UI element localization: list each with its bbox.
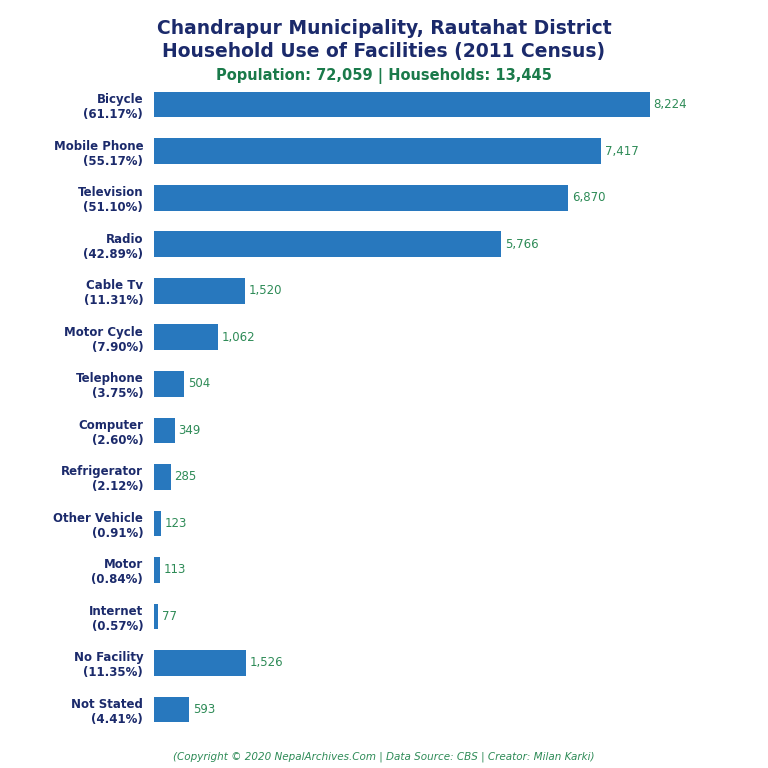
Text: 7,417: 7,417 [604,144,638,157]
Bar [154,604,158,629]
Text: 504: 504 [187,377,210,390]
Text: (Copyright © 2020 NepalArchives.Com | Data Source: CBS | Creator: Milan Karki): (Copyright © 2020 NepalArchives.Com | Da… [174,751,594,762]
Text: 1,062: 1,062 [221,331,255,344]
Text: 349: 349 [178,424,200,437]
Bar [154,278,245,303]
Bar [154,371,184,396]
Bar [154,464,170,490]
Text: 6,870: 6,870 [571,191,605,204]
Text: 1,520: 1,520 [249,284,283,297]
Bar [154,697,190,722]
Text: 123: 123 [164,517,187,530]
Bar [154,185,568,210]
Bar [154,418,174,443]
Text: Chandrapur Municipality, Rautahat District: Chandrapur Municipality, Rautahat Distri… [157,19,611,38]
Text: 1,526: 1,526 [250,657,283,670]
Text: 285: 285 [174,470,197,483]
Text: 8,224: 8,224 [654,98,687,111]
Bar [154,511,161,536]
Bar [154,92,650,118]
Text: Population: 72,059 | Households: 13,445: Population: 72,059 | Households: 13,445 [216,68,552,84]
Bar [154,650,246,676]
Bar [154,138,601,164]
Bar [154,324,217,350]
Text: Household Use of Facilities (2011 Census): Household Use of Facilities (2011 Census… [163,42,605,61]
Text: 5,766: 5,766 [505,238,538,250]
Bar [154,557,161,583]
Text: 77: 77 [162,610,177,623]
Bar [154,231,502,257]
Text: 593: 593 [193,703,215,716]
Text: 113: 113 [164,564,187,576]
